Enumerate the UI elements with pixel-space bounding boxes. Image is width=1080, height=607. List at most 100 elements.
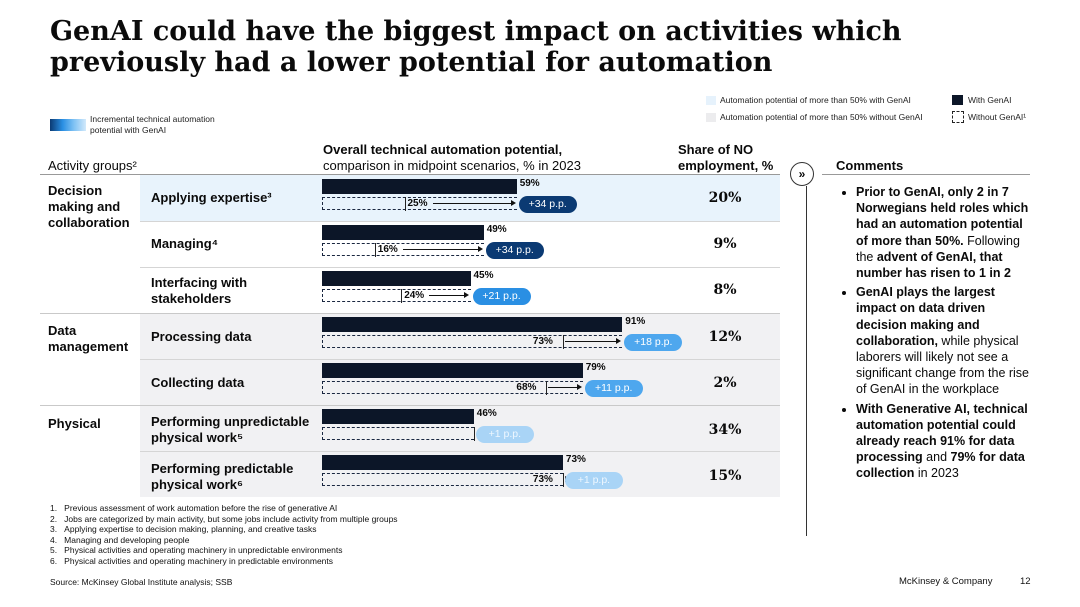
legend-swatch-without-genai	[952, 111, 964, 123]
bar-without-end-tick	[546, 381, 548, 395]
bar-with-genai	[322, 317, 623, 332]
value-label-without-genai: 16%	[377, 244, 398, 255]
activity-label: Performing unpredictable physical work⁵	[151, 414, 310, 445]
row-separator	[140, 451, 780, 452]
increment-badge: +21 p.p.	[472, 288, 531, 305]
group-separator	[40, 405, 780, 406]
increment-arrow	[564, 338, 622, 344]
legend-more-without-label: Automation potential of more than 50% wi…	[720, 112, 923, 122]
activity-label: Processing data	[151, 329, 252, 344]
page-number: 12	[1020, 576, 1031, 587]
comment-item: Prior to GenAI, only 2 in 7 Norwegians h…	[856, 184, 1030, 281]
bar-without-genai	[322, 427, 474, 440]
bar-with-genai	[322, 179, 517, 194]
bar-without-end-tick	[562, 335, 564, 349]
group-separator	[40, 313, 780, 314]
footnote: 1. Previous assessment of work automatio…	[50, 503, 338, 513]
bar-with-genai	[322, 455, 563, 470]
group-data-management: Data management	[48, 323, 129, 354]
source-note: Source: McKinsey Global Institute analys…	[50, 577, 233, 587]
value-label-without-genai: 73%	[532, 336, 553, 347]
value-label-without-genai: 68%	[516, 382, 537, 393]
page-title: GenAI could have the biggest impact on a…	[50, 16, 902, 78]
value-label-with-genai: 45%	[473, 270, 494, 281]
row-separator	[140, 359, 780, 360]
comments-rule	[822, 174, 1030, 175]
value-label-with-genai: 49%	[486, 224, 507, 235]
share-value: 20%	[708, 190, 742, 206]
increment-badge: +1 p.p.	[475, 426, 534, 443]
gradient-legend-swatch	[50, 119, 86, 131]
bar-without-end-tick	[473, 427, 475, 441]
footnote: 4. Managing and developing people	[50, 534, 190, 545]
share-value: 8%	[713, 282, 737, 298]
row-separator	[140, 221, 780, 222]
legend-swatch-with-genai	[952, 95, 963, 105]
chart-title: Overall technical automation potential, …	[323, 142, 581, 174]
bar-without-genai	[322, 243, 484, 256]
increment-arrow	[429, 292, 470, 298]
increment-badge: +34 p.p.	[485, 242, 544, 259]
bar-without-end-tick	[374, 243, 376, 257]
group-physical: Physical	[48, 416, 101, 431]
share-value: 9%	[713, 236, 737, 252]
increment-badge: +18 p.p.	[624, 334, 683, 351]
activity-label: Performing predictable physical work⁶	[151, 461, 294, 492]
comments-chevron-icon: »	[790, 162, 814, 186]
comments-divider	[806, 186, 807, 536]
increment-badge: +34 p.p.	[518, 196, 577, 213]
comments-list: Prior to GenAI, only 2 in 7 Norwegians h…	[820, 184, 1030, 485]
group-decision-making: Decision making and collaboration	[48, 183, 130, 230]
footnotes: 1. Previous assessment of work automatio…	[50, 503, 690, 567]
gradient-legend-label: Incremental technical automation potenti…	[90, 114, 215, 135]
activity-label: Collecting data	[151, 375, 245, 390]
value-label-with-genai: 79%	[585, 362, 606, 373]
footnote: 2. Jobs are categorized by main activity…	[50, 513, 398, 524]
chart-subtitle: comparison in midpoint scenarios, % in 2…	[323, 158, 581, 173]
increment-arrow	[402, 246, 483, 252]
value-label-with-genai: 91%	[625, 316, 646, 327]
header-rule	[40, 174, 780, 175]
activity-label: Interfacing with stakeholders	[151, 275, 248, 306]
bar-without-genai	[322, 335, 623, 348]
activity-label: Managing⁴	[151, 236, 219, 251]
comment-item: With Generative AI, technical automation…	[856, 401, 1030, 482]
legend-without-genai-label: Without GenAI¹	[968, 112, 1027, 122]
value-label-with-genai: 46%	[476, 408, 497, 419]
value-label-without-genai: 24%	[404, 290, 425, 301]
bar-without-genai	[322, 289, 471, 302]
footnote: 3. Applying expertise to decision making…	[50, 524, 317, 535]
bar-with-genai	[322, 363, 583, 378]
legend-with-genai-label: With GenAI	[968, 95, 1012, 105]
bar-without-end-tick	[562, 473, 564, 487]
bar-without-end-tick	[404, 197, 406, 211]
bar-without-genai	[322, 473, 563, 486]
increment-badge: +11 p.p.	[584, 380, 643, 397]
increment-arrow	[432, 200, 516, 206]
share-value: 12%	[708, 329, 742, 345]
value-label-with-genai: 73%	[565, 454, 586, 465]
bar-with-genai	[322, 225, 484, 240]
footnote: 6. Physical activities and operating mac…	[50, 555, 334, 566]
legend-swatch-more-with	[706, 96, 716, 105]
activity-label: Applying expertise³	[151, 190, 272, 205]
share-value: 15%	[708, 468, 742, 484]
increment-badge: +1 p.p.	[564, 472, 623, 489]
bar-with-genai	[322, 271, 471, 286]
value-label-without-genai: 25%	[407, 198, 428, 209]
bar-with-genai	[322, 409, 474, 424]
bar-without-genai	[322, 381, 583, 394]
chart-title-line1: Overall technical automation potential,	[323, 142, 563, 157]
share-header-line2: employment, %	[678, 158, 774, 173]
comments-title: Comments	[836, 158, 904, 173]
bar-without-end-tick	[401, 289, 403, 303]
bar-without-genai	[322, 197, 517, 210]
brand-name: McKinsey & Company	[899, 576, 993, 587]
share-value: 2%	[713, 375, 737, 391]
share-header-line1: Share of NO	[678, 142, 754, 157]
value-label-with-genai: 59%	[519, 178, 540, 189]
share-header: Share of NO employment, %	[678, 142, 773, 174]
row-separator	[140, 267, 780, 268]
share-value: 34%	[708, 422, 742, 438]
